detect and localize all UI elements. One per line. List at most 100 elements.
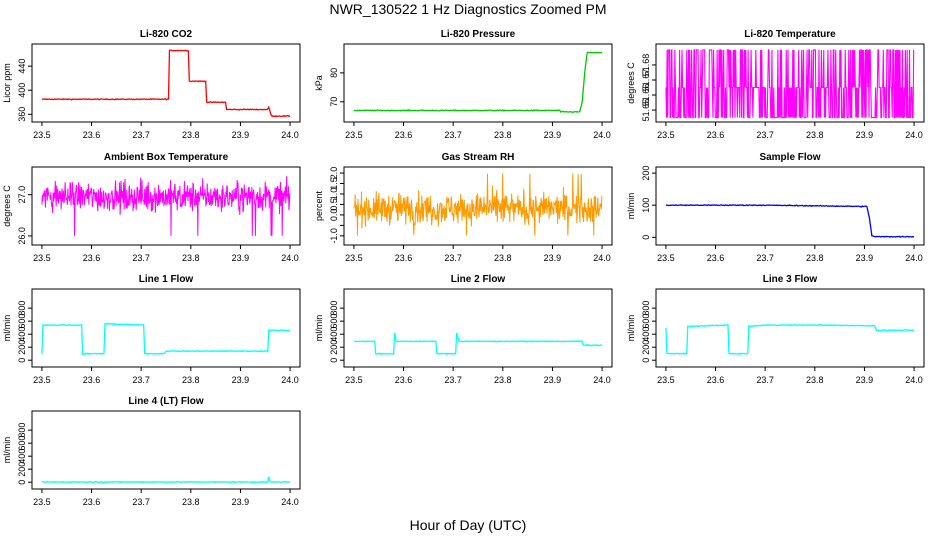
y-tick-label: 440 bbox=[17, 59, 27, 74]
y-tick-label: 27.0 bbox=[17, 186, 27, 204]
data-series bbox=[41, 476, 291, 484]
x-tick-label: 23.7 bbox=[444, 375, 462, 385]
y-tick-label: 200 bbox=[329, 340, 339, 355]
x-tick-label: 23.7 bbox=[132, 253, 150, 263]
y-tick-label: 0 bbox=[329, 358, 339, 363]
x-tick-label: 24.0 bbox=[905, 375, 923, 385]
x-tick-label: 24.0 bbox=[281, 130, 299, 140]
series-line bbox=[353, 173, 603, 236]
x-tick-label: 23.7 bbox=[132, 375, 150, 385]
y-tick-label: -1.0 bbox=[329, 228, 339, 244]
x-axis: 23.5 23.6 23.7 23.8 23.9 24.0 bbox=[345, 245, 611, 263]
x-tick-label: 24.0 bbox=[281, 497, 299, 507]
x-tick-label: 23.6 bbox=[83, 375, 101, 385]
x-tick-label: 23.5 bbox=[33, 497, 51, 507]
panel-title: Gas Stream RH bbox=[442, 152, 515, 163]
x-tick-label: 23.9 bbox=[232, 497, 250, 507]
x-axis: 23.5 23.6 23.7 23.8 23.9 24.0 bbox=[345, 122, 611, 140]
panel-9: Line 3 Flow 23.5 23.6 23.7 23.8 23.9 24.0 0 2004… bbox=[626, 274, 925, 385]
panel-10: Line 4 (LT) Flow 23.5 23.6 23.7 23.8 23.9 24.0… bbox=[2, 396, 301, 507]
plot-frame bbox=[31, 288, 301, 368]
x-tick-label: 23.9 bbox=[856, 130, 874, 140]
series-line bbox=[665, 323, 915, 355]
x-tick-label: 23.9 bbox=[544, 375, 562, 385]
x-tick-label: 23.8 bbox=[494, 253, 512, 263]
series-line bbox=[665, 204, 915, 238]
y-tick-label: 26.0 bbox=[17, 227, 27, 245]
x-tick-label: 23.7 bbox=[756, 253, 774, 263]
x-tick-label: 23.8 bbox=[806, 130, 824, 140]
data-series bbox=[353, 51, 603, 113]
series-line bbox=[353, 51, 603, 113]
x-tick-label: 23.9 bbox=[232, 130, 250, 140]
data-series bbox=[665, 323, 915, 355]
x-axis: 23.5 23.6 23.7 23.8 23.9 24.0 bbox=[33, 367, 299, 385]
x-tick-label: 23.6 bbox=[707, 375, 725, 385]
y-axis-label: percent bbox=[314, 190, 324, 221]
x-tick-label: 23.6 bbox=[83, 253, 101, 263]
y-axis-label: kPa bbox=[314, 75, 324, 91]
y-tick-label: 600 bbox=[17, 314, 27, 329]
x-tick-label: 23.6 bbox=[707, 130, 725, 140]
y-tick-label: 51.65 bbox=[641, 99, 651, 122]
series-line bbox=[665, 49, 915, 119]
x-axis: 23.5 23.6 23.7 23.8 23.9 24.0 bbox=[33, 122, 299, 140]
y-tick-label: 400 bbox=[641, 327, 651, 342]
y-tick-label: 0.5 bbox=[329, 198, 339, 211]
plot-frame bbox=[655, 288, 925, 368]
x-tick-label: 24.0 bbox=[593, 253, 611, 263]
y-tick-label: 200 bbox=[17, 340, 27, 355]
y-tick-label: 0 bbox=[17, 480, 27, 485]
x-tick-label: 23.9 bbox=[232, 375, 250, 385]
x-tick-label: 23.7 bbox=[132, 497, 150, 507]
y-tick-label: 51.66 bbox=[641, 84, 651, 107]
x-axis-title: Hour of Day (UTC) bbox=[409, 517, 527, 533]
x-tick-label: 23.7 bbox=[756, 130, 774, 140]
x-tick-label: 23.7 bbox=[132, 130, 150, 140]
y-tick-label: 0 bbox=[641, 235, 651, 240]
plot-frame bbox=[31, 43, 301, 123]
y-axis: 0 100 200 bbox=[641, 166, 656, 240]
y-axis: 70 80 bbox=[329, 68, 344, 107]
series-line bbox=[41, 49, 291, 118]
x-tick-label: 23.6 bbox=[395, 375, 413, 385]
panel-7: Line 1 Flow 23.5 23.6 23.7 23.8 23.9 24.0 0 2004… bbox=[2, 274, 301, 385]
panel-title: Sample Flow bbox=[759, 152, 820, 163]
x-tick-label: 23.5 bbox=[33, 375, 51, 385]
y-axis: 26.0 27.0 bbox=[17, 186, 32, 245]
x-tick-label: 24.0 bbox=[593, 375, 611, 385]
y-axis: -1.0 0.00.51.01.52.0 bbox=[329, 167, 344, 244]
x-tick-label: 23.5 bbox=[657, 375, 675, 385]
x-tick-label: 23.9 bbox=[232, 253, 250, 263]
y-axis: 360 400 440 bbox=[17, 59, 32, 122]
x-tick-label: 24.0 bbox=[593, 130, 611, 140]
x-tick-label: 23.5 bbox=[657, 130, 675, 140]
x-axis: 23.5 23.6 23.7 23.8 23.9 24.0 bbox=[657, 367, 923, 385]
x-tick-label: 23.8 bbox=[182, 497, 200, 507]
panel-5: Gas Stream RH 23.5 23.6 23.7 23.8 23.9 24.0 -1.… bbox=[314, 152, 613, 263]
panel-title: Line 3 Flow bbox=[763, 274, 818, 285]
y-tick-label: 51.68 bbox=[641, 54, 651, 77]
y-tick-label: 70 bbox=[329, 97, 339, 107]
y-tick-label: 0 bbox=[641, 358, 651, 363]
x-tick-label: 23.9 bbox=[544, 130, 562, 140]
y-tick-label: 400 bbox=[17, 83, 27, 98]
y-tick-label: 1.0 bbox=[329, 188, 339, 201]
x-tick-label: 23.9 bbox=[544, 253, 562, 263]
y-tick-label: 0 bbox=[17, 358, 27, 363]
data-series bbox=[41, 176, 291, 236]
x-tick-label: 23.5 bbox=[345, 130, 363, 140]
y-tick-label: 360 bbox=[17, 107, 27, 122]
panel-title: Line 4 (LT) Flow bbox=[128, 396, 204, 407]
panel-title: Li-820 Temperature bbox=[744, 29, 836, 40]
data-series bbox=[353, 173, 603, 236]
plot-frame bbox=[343, 166, 613, 246]
panel-3: Li-820 Temperature 23.5 23.6 23.7 23.8 23.9 24… bbox=[626, 29, 925, 140]
y-tick-label: 400 bbox=[329, 327, 339, 342]
y-tick-label: 51.67 bbox=[641, 69, 651, 92]
y-tick-label: 200 bbox=[641, 340, 651, 355]
